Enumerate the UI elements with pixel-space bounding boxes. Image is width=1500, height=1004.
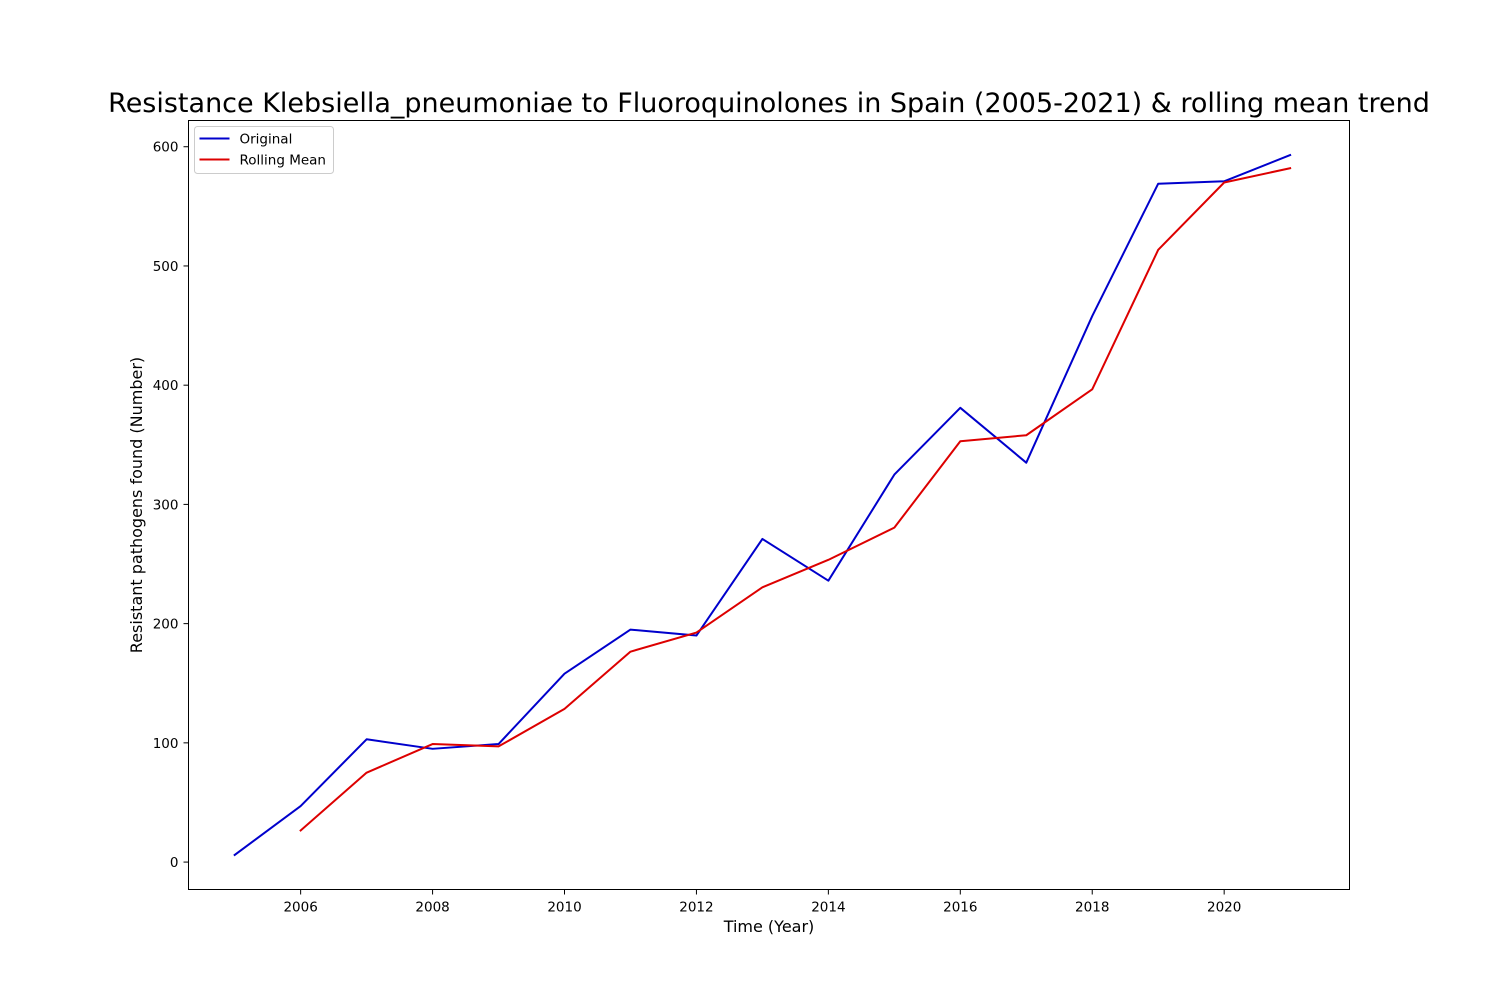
series-layer — [233, 153, 1292, 857]
y-tick-label: 200 — [153, 617, 179, 633]
y-axis: 0 100 200 300 400 500 600 — [153, 140, 189, 871]
x-tick-label: 2008 — [415, 900, 449, 916]
x-axis: 2006 2008 2010 2012 2014 2016 2018 2020 — [283, 889, 1241, 916]
chart-title: Resistance Klebsiella_pneumoniae to Fluo… — [108, 88, 1430, 119]
x-tick-label: 2016 — [943, 900, 977, 916]
legend: Original Rolling Mean — [194, 126, 334, 174]
plot-area-frame — [188, 120, 1350, 890]
y-tick-label: 600 — [153, 140, 179, 156]
x-tick-label: 2020 — [1207, 900, 1241, 916]
x-axis-label: Time (Year) — [723, 917, 815, 936]
x-tick-label: 2014 — [811, 900, 845, 916]
y-tick-label: 300 — [153, 497, 179, 513]
x-tick-label: 2012 — [679, 900, 713, 916]
y-tick-label: 500 — [153, 259, 179, 275]
y-axis-label: Resistant pathogens found (Number) — [127, 357, 146, 653]
y-tick-label: 0 — [170, 855, 179, 871]
x-tick-label: 2006 — [283, 900, 317, 916]
y-tick-label: 100 — [153, 736, 179, 752]
legend-label-original: Original — [240, 132, 293, 148]
legend-label-rolling-mean: Rolling Mean — [240, 153, 326, 169]
series-line-original — [233, 153, 1292, 857]
x-tick-label: 2018 — [1075, 900, 1109, 916]
y-tick-label: 400 — [153, 378, 179, 394]
series-line-rolling-mean — [299, 167, 1292, 832]
x-tick-label: 2010 — [547, 900, 581, 916]
